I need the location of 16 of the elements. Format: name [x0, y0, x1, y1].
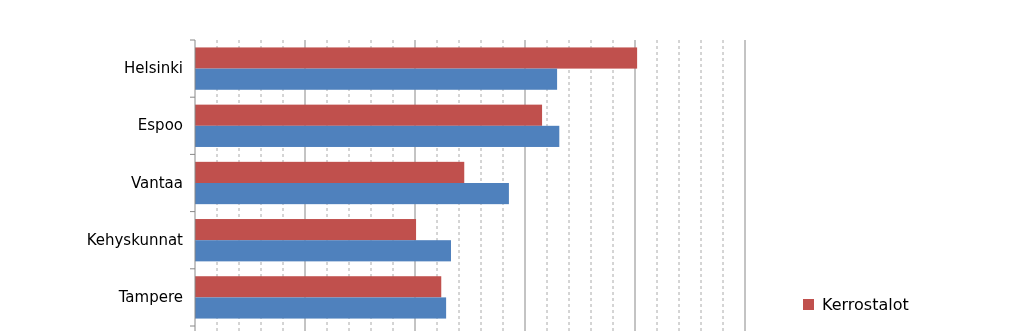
bar [195, 183, 509, 205]
y-tick-label: Vantaa [130, 173, 183, 192]
y-tick-label: Helsinki [123, 59, 183, 78]
bar [195, 125, 560, 147]
bar [195, 219, 417, 241]
bar [195, 276, 442, 298]
y-tick-label: Espoo [137, 116, 183, 135]
bar [195, 68, 558, 90]
legend-label: Kerrostalot [822, 294, 909, 314]
y-tick-label: Tampere [117, 287, 183, 306]
y-tick-label: Kehyskunnat [86, 230, 184, 249]
bar [195, 240, 451, 262]
bar [195, 47, 638, 69]
bar [195, 161, 465, 183]
bar [195, 104, 543, 126]
bar [195, 297, 447, 319]
